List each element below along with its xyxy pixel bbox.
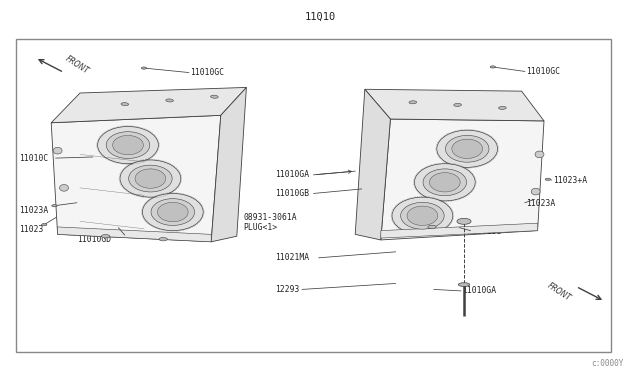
Ellipse shape xyxy=(106,132,150,158)
Ellipse shape xyxy=(157,202,188,222)
Ellipse shape xyxy=(101,235,110,238)
Text: 12293: 12293 xyxy=(275,285,300,294)
Text: 11010C: 11010C xyxy=(19,154,49,163)
Ellipse shape xyxy=(458,283,470,286)
Text: 11010GC: 11010GC xyxy=(526,67,560,76)
Text: 11010GC: 11010GC xyxy=(190,68,224,77)
Ellipse shape xyxy=(151,199,195,225)
Polygon shape xyxy=(51,87,246,123)
Text: 11023: 11023 xyxy=(19,225,44,234)
Ellipse shape xyxy=(113,135,143,155)
Ellipse shape xyxy=(436,130,498,167)
Ellipse shape xyxy=(159,237,168,241)
Ellipse shape xyxy=(452,139,483,158)
Ellipse shape xyxy=(129,165,172,192)
Ellipse shape xyxy=(499,106,506,109)
Polygon shape xyxy=(211,87,246,242)
Ellipse shape xyxy=(407,206,438,225)
Text: 11010: 11010 xyxy=(305,12,335,22)
Ellipse shape xyxy=(409,101,417,104)
Text: FRONT: FRONT xyxy=(64,54,91,76)
Ellipse shape xyxy=(401,202,444,229)
Ellipse shape xyxy=(414,164,476,201)
Text: PLUG<1>: PLUG<1> xyxy=(243,223,277,232)
Polygon shape xyxy=(58,227,211,242)
Ellipse shape xyxy=(531,188,540,195)
Ellipse shape xyxy=(457,218,471,224)
Ellipse shape xyxy=(423,169,467,196)
Ellipse shape xyxy=(392,197,453,234)
Polygon shape xyxy=(51,115,221,242)
Text: FRONT: FRONT xyxy=(546,281,573,303)
Polygon shape xyxy=(381,223,538,238)
Ellipse shape xyxy=(454,103,461,106)
Text: 11021MA: 11021MA xyxy=(275,253,309,262)
Ellipse shape xyxy=(545,178,550,180)
Text: 11010GA: 11010GA xyxy=(275,170,309,179)
Ellipse shape xyxy=(490,66,495,68)
Text: 11023+A: 11023+A xyxy=(553,176,587,185)
Ellipse shape xyxy=(428,225,436,228)
Ellipse shape xyxy=(53,147,62,154)
Text: 11010GB: 11010GB xyxy=(275,189,309,198)
Ellipse shape xyxy=(97,126,159,164)
Ellipse shape xyxy=(166,99,173,102)
Ellipse shape xyxy=(52,205,57,207)
Ellipse shape xyxy=(142,193,204,231)
Ellipse shape xyxy=(120,160,181,197)
Text: 11023A: 11023A xyxy=(19,206,49,215)
Text: c:0000Y: c:0000Y xyxy=(591,359,624,368)
Text: 11023A: 11023A xyxy=(526,199,556,208)
Ellipse shape xyxy=(445,135,489,162)
Ellipse shape xyxy=(60,185,68,191)
Ellipse shape xyxy=(121,103,129,106)
Ellipse shape xyxy=(535,151,544,158)
Text: 11010GA: 11010GA xyxy=(462,286,496,295)
Text: 11010G: 11010G xyxy=(472,227,501,236)
Polygon shape xyxy=(365,89,544,121)
Polygon shape xyxy=(381,119,544,240)
Polygon shape xyxy=(355,89,390,240)
Ellipse shape xyxy=(211,95,218,98)
Ellipse shape xyxy=(429,173,460,192)
Ellipse shape xyxy=(141,67,147,69)
Bar xyxy=(16,39,611,352)
Text: 08931-3061A: 08931-3061A xyxy=(243,213,297,222)
Ellipse shape xyxy=(135,169,166,188)
Text: 11010GD: 11010GD xyxy=(77,235,111,244)
Ellipse shape xyxy=(42,224,47,226)
